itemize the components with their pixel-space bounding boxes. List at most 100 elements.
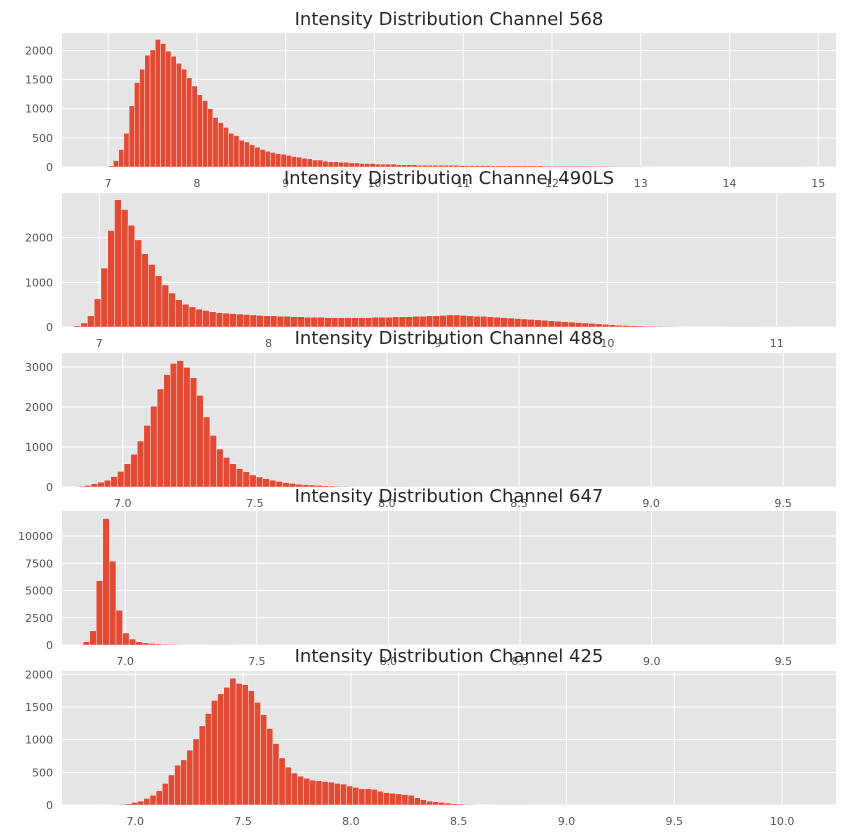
x-tick-label: 9 [282,177,289,190]
histogram-bar [473,316,481,328]
histogram-bar [412,316,420,328]
y-tick-label: 1000 [25,734,53,747]
y-tick-label: 2000 [25,232,53,245]
histogram-bar [134,82,140,168]
histogram-bar [511,165,517,168]
panel-1: 0 500 1000 1500 2000 7 8 9 10 11 12 13 14 15 Intensity… [25,9,836,190]
histogram-bar [669,326,677,328]
histogram-bar [635,325,644,328]
histogram-bar [322,160,329,168]
histogram-bar [209,311,217,328]
histogram-bar [269,480,277,488]
histogram-bar [115,609,123,646]
histogram-bar [392,316,400,328]
histogram-bar [297,776,304,806]
histogram-bar [189,377,197,488]
histogram-bar [243,314,251,328]
histogram-bar [458,165,465,168]
histogram-bar [444,802,452,806]
histogram-bar [401,794,409,806]
histogram-bar [161,284,169,328]
histogram-bar [270,152,276,168]
histogram-bar [427,165,434,168]
histogram-bar [354,162,360,168]
histogram-bar [610,166,617,168]
histogram-bar [351,317,359,328]
x-tick-label: 7 [105,177,112,190]
y-tick-label: 2000 [25,668,53,681]
histogram-bar [278,757,286,806]
histogram-bar [526,165,533,168]
histogram-bar [117,471,125,488]
histogram-bar [656,326,664,328]
histogram-bar [331,317,339,328]
histogram-bar [615,325,623,328]
chart-title: Intensity Distribution Channel 647 [295,486,604,507]
histogram-bar [255,476,263,488]
histogram-bar [137,800,145,806]
histogram-bar [181,68,187,168]
x-tick-label: 7.5 [246,497,264,510]
plot-area [62,511,836,645]
histogram-bar [236,313,244,328]
histogram-bar [490,165,496,168]
histogram-bar [121,209,129,328]
x-tick-label: 7.5 [248,655,266,668]
histogram-bar [338,162,345,168]
x-tick-label: 9 [434,337,441,350]
histogram-bar [84,485,92,488]
histogram-bar [438,802,446,806]
x-tick-label: 13 [634,177,648,190]
y-tick-label: 0 [46,639,53,652]
x-tick-label: 11 [770,337,784,350]
histogram-bar [443,165,449,168]
histogram-bar [398,316,407,328]
histogram-bar [249,314,257,328]
histogram-bar [602,324,610,328]
histogram-bar [333,161,339,168]
histogram-bar [163,374,171,488]
histogram-bar [626,166,633,168]
histogram-bar [534,319,542,328]
histogram-bar [411,164,418,168]
histogram-bar [301,158,308,168]
histogram-bar [486,316,495,328]
histogram-bar [100,267,108,328]
histogram-bar [358,317,366,328]
x-tick-label: 12 [545,177,559,190]
histogram-bar [216,448,224,488]
x-tick-label: 10 [367,177,381,190]
histogram-bar [141,253,149,328]
histogram-bar [134,239,142,328]
histogram-bar [170,56,177,168]
x-tick-label: 14 [722,177,736,190]
histogram-bar [196,94,203,168]
histogram-bar [439,315,447,328]
y-tick-label: 2000 [25,401,53,414]
histogram-bar [588,323,596,328]
y-tick-label: 1000 [25,276,53,289]
histogram-bar [276,316,285,328]
histogram-bar [198,725,206,806]
histogram-bar [217,122,224,168]
histogram-bar [186,749,194,806]
histogram-bar [168,774,175,806]
histogram-bar [554,320,562,328]
histogram-bar [97,482,105,488]
histogram-bar [127,224,136,328]
histogram-bar [223,127,229,168]
histogram-bar [327,161,334,168]
x-tick-label: 8 [265,337,272,350]
histogram-bar [317,316,325,328]
histogram-bar [574,322,583,328]
histogram-bar [93,298,102,328]
histogram-bar [222,312,230,328]
x-tick-label: 7.0 [127,815,145,828]
histogram-bar [520,318,528,328]
histogram-bar [148,643,156,646]
histogram-bar [275,481,283,488]
histogram-bar [89,630,97,646]
histogram-bar [207,108,214,168]
histogram-bar [263,315,271,328]
